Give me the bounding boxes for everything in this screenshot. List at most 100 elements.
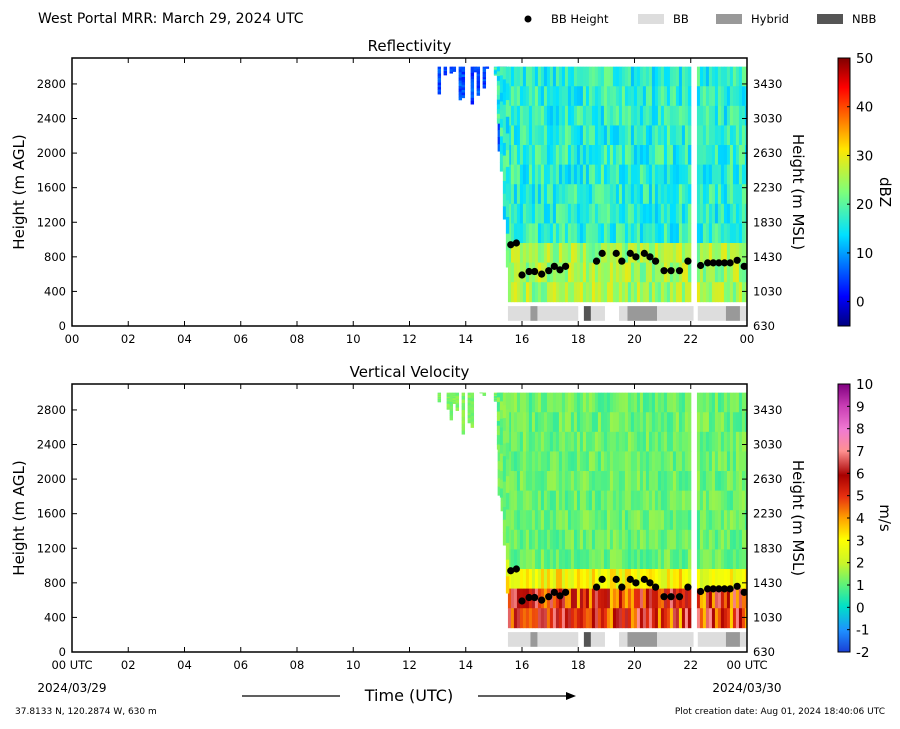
velocity-heatmap-cell <box>450 409 453 412</box>
reflectivity-heatmap-cell <box>679 204 682 224</box>
velocity-heatmap-cell <box>529 432 532 452</box>
velocity-heatmap-cell <box>589 608 592 628</box>
reflectivity-heatmap-cell <box>459 78 462 81</box>
reflectivity-heatmap-cell <box>658 86 661 106</box>
velocity-heatmap-cell <box>631 393 634 413</box>
reflectivity-heatmap-cell <box>592 282 595 302</box>
reflectivity-heatmap-cell <box>730 145 733 165</box>
velocity-heatmap-cell <box>619 491 622 511</box>
reflectivity-heatmap-cell <box>622 263 625 283</box>
velocity-heatmap-cell <box>607 471 610 491</box>
velocity-heatmap-cell <box>739 510 742 530</box>
reflectivity-heatmap-cell <box>601 106 604 126</box>
velocity-heatmap-cell <box>529 412 532 432</box>
reflectivity-heatmap-cell <box>538 282 541 302</box>
reflectivity-bb-height-point <box>538 271 545 278</box>
velocity-heatmap-cell <box>721 451 724 471</box>
velocity-heatmap-cell <box>559 393 562 413</box>
reflectivity-heatmap-cell <box>655 125 658 145</box>
reflectivity-heatmap-cell <box>604 282 607 302</box>
reflectivity-heatmap-cell <box>664 145 667 165</box>
reflectivity-heatmap-cell <box>628 106 631 126</box>
velocity-heatmap-cell <box>580 432 583 452</box>
reflectivity-heatmap-cell <box>610 165 613 185</box>
reflectivity-heatmap-cell <box>655 145 658 165</box>
reflectivity-heatmap-cell <box>577 223 580 243</box>
reflectivity-heatmap-cell <box>655 223 658 243</box>
reflectivity-heatmap-cell <box>661 204 664 224</box>
reflectivity-heatmap-cell <box>676 125 679 145</box>
velocity-heatmap-cell <box>631 451 634 471</box>
reflectivity-heatmap-cell <box>637 263 640 283</box>
velocity-y-tick-label: 2400 <box>37 438 66 452</box>
velocity-heatmap-cell <box>565 569 568 589</box>
velocity-heatmap-cell <box>685 393 688 413</box>
reflectivity-heatmap-cell <box>706 67 709 87</box>
reflectivity-heatmap-cell <box>640 204 643 224</box>
velocity-heatmap-cell <box>511 451 514 471</box>
reflectivity-heatmap-cell <box>544 106 547 126</box>
velocity-heatmap-cell <box>562 432 565 452</box>
velocity-heatmap-cell <box>646 549 649 569</box>
velocity-heatmap-cell <box>462 413 465 417</box>
velocity-heatmap-cell <box>667 432 670 452</box>
velocity-heatmap-cell <box>661 471 664 491</box>
velocity-heatmap-cell <box>526 510 529 530</box>
velocity-heatmap-cell <box>526 549 529 569</box>
reflectivity-heatmap-cell <box>730 282 733 302</box>
velocity-heatmap-cell <box>685 549 688 569</box>
velocity-heatmap-cell <box>571 471 574 491</box>
reflectivity-heatmap-cell <box>601 204 604 224</box>
reflectivity-heatmap-cell <box>613 125 616 145</box>
velocity-heatmap-cell <box>718 451 721 471</box>
velocity-heatmap-cell <box>649 589 652 609</box>
velocity-heatmap-cell <box>607 549 610 569</box>
velocity-heatmap-cell <box>622 432 625 452</box>
velocity-heatmap-cell <box>514 530 517 550</box>
reflectivity-heatmap-cell <box>459 89 462 92</box>
reflectivity-heatmap-cell <box>652 223 655 243</box>
velocity-heatmap-cell <box>721 412 724 432</box>
reflectivity-heatmap-cell <box>477 79 480 82</box>
reflectivity-heatmap-cell <box>541 67 544 87</box>
velocity-heatmap-cell <box>712 549 715 569</box>
velocity-heatmap-cell <box>544 510 547 530</box>
reflectivity-heatmap-cell <box>556 86 559 106</box>
reflectivity-heatmap-cell <box>453 71 456 72</box>
reflectivity-heatmap-cell <box>634 204 637 224</box>
velocity-heatmap-cell <box>652 432 655 452</box>
reflectivity-y-right-tick-label: 3430 <box>753 77 782 91</box>
reflectivity-heatmap-cell <box>712 86 715 106</box>
reflectivity-heatmap-cell <box>739 223 742 243</box>
velocity-heatmap-cell <box>523 608 526 628</box>
reflectivity-heatmap-cell <box>739 184 742 204</box>
reflectivity-heatmap-cell <box>700 86 703 106</box>
velocity-heatmap-cell <box>619 589 622 609</box>
reflectivity-heatmap-cell <box>718 282 721 302</box>
reflectivity-heatmap-cell <box>556 165 559 185</box>
reflectivity-heatmap-cell <box>730 204 733 224</box>
reflectivity-y-right-tick-label: 1430 <box>753 250 782 264</box>
reflectivity-heatmap-cell <box>556 204 559 224</box>
velocity-heatmap-cell <box>607 491 610 511</box>
reflectivity-heatmap-cell <box>616 184 619 204</box>
reflectivity-heatmap-cell <box>506 150 509 167</box>
reflectivity-heatmap-cell <box>592 184 595 204</box>
reflectivity-heatmap-cell <box>715 106 718 126</box>
reflectivity-heatmap-cell <box>688 282 691 302</box>
reflectivity-heatmap-cell <box>586 86 589 106</box>
reflectivity-heatmap-cell <box>652 145 655 165</box>
reflectivity-heatmap-cell <box>622 223 625 243</box>
velocity-heatmap-cell <box>667 569 670 589</box>
velocity-heatmap-cell <box>685 589 688 609</box>
velocity-heatmap-cell <box>586 589 589 609</box>
reflectivity-heatmap-cell <box>511 106 514 126</box>
velocity-heatmap-cell <box>520 569 523 589</box>
reflectivity-heatmap-cell <box>730 165 733 185</box>
reflectivity-heatmap-cell <box>438 83 441 86</box>
reflectivity-heatmap-cell <box>535 243 538 263</box>
reflectivity-heatmap-cell <box>616 86 619 106</box>
reflectivity-heatmap-cell <box>500 93 503 102</box>
reflectivity-heatmap-cell <box>652 282 655 302</box>
velocity-heatmap-cell <box>559 530 562 550</box>
